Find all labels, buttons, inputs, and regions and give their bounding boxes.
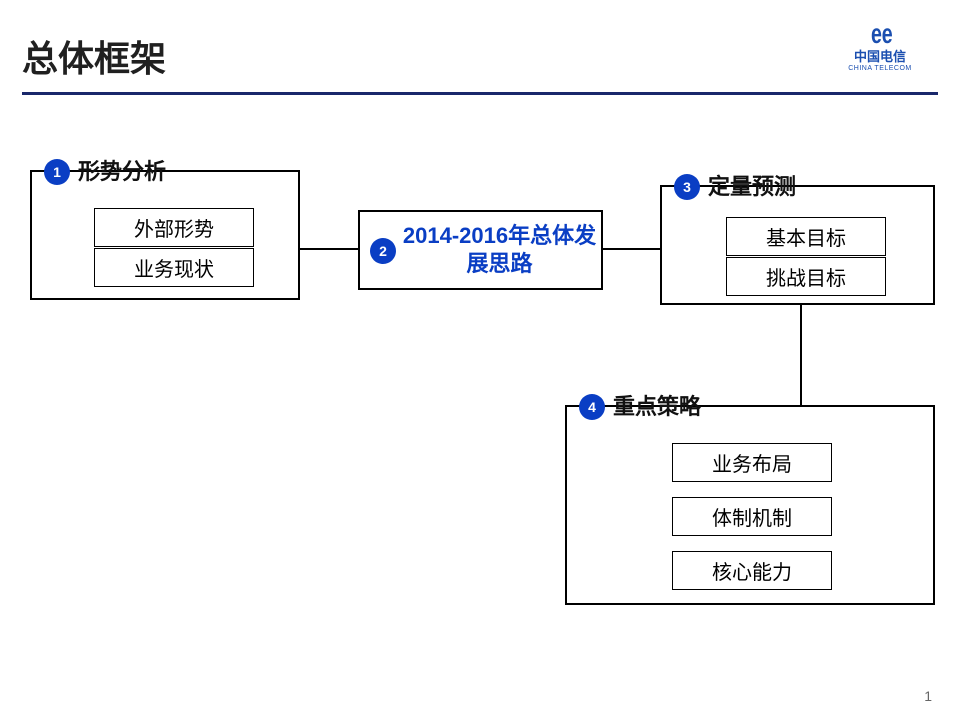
title-rule (22, 92, 938, 95)
badge-1: 1 (44, 159, 70, 185)
connector-3-4 (800, 300, 802, 420)
logo-mark-icon: e e (871, 18, 890, 50)
page-title: 总体框架 (22, 30, 166, 82)
brand-logo: e e 中国电信 CHINA TELECOM (820, 18, 940, 72)
box1-item-1: 业务现状 (94, 248, 254, 287)
logo-brand-en: CHINA TELECOM (820, 65, 940, 72)
box1-title: 形势分析 (78, 154, 166, 186)
box4-item-0: 业务布局 (672, 443, 832, 482)
badge-2: 2 (370, 238, 396, 264)
box4-item-2: 核心能力 (672, 551, 832, 590)
box1-item-0: 外部形势 (94, 208, 254, 247)
box3-item-0: 基本目标 (726, 217, 886, 256)
box4-item-1: 体制机制 (672, 497, 832, 536)
page-number: 1 (924, 688, 932, 704)
box4-title: 重点策略 (613, 389, 701, 421)
diagram-box-1: 1 形势分析 外部形势 业务现状 (30, 170, 300, 300)
diagram-box-2: 2 2014-2016年总体发展思路 (358, 210, 603, 290)
box3-title: 定量预测 (708, 169, 796, 201)
badge-3: 3 (674, 174, 700, 200)
badge-4: 4 (579, 394, 605, 420)
box3-item-1: 挑战目标 (726, 257, 886, 296)
diagram-box-4: 4 重点策略 业务布局 体制机制 核心能力 (565, 405, 935, 605)
box2-title: 2014-2016年总体发展思路 (402, 222, 597, 277)
diagram-box-3: 3 定量预测 基本目标 挑战目标 (660, 185, 935, 305)
